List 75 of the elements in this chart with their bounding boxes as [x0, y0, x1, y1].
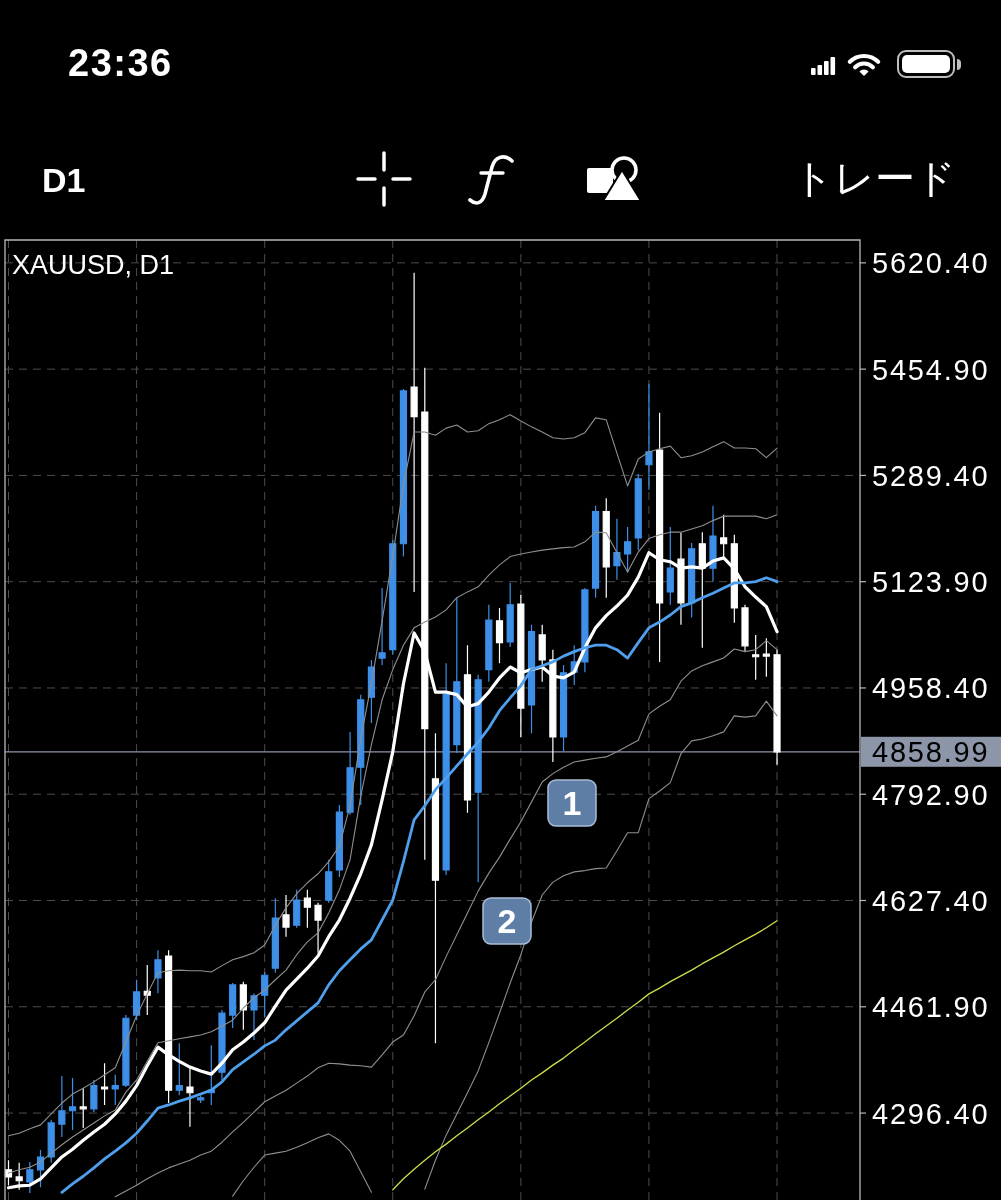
text: トレード	[793, 155, 956, 201]
candlestick	[602, 497, 610, 599]
candlestick	[527, 624, 536, 734]
candlestick	[378, 587, 386, 666]
candlestick	[538, 624, 546, 683]
candlestick	[442, 662, 450, 876]
line-series	[7, 414, 778, 1137]
candlestick	[36, 1149, 45, 1188]
candlestick	[549, 649, 557, 763]
candlestick	[463, 644, 472, 814]
candlestick	[26, 1161, 34, 1194]
y-tick-label: 5454.90	[872, 353, 990, 386]
candlestick	[68, 1077, 77, 1131]
candlestick	[485, 604, 493, 683]
line-series	[114, 640, 778, 1198]
candlestick	[165, 949, 173, 1104]
candlestick	[645, 383, 653, 491]
candlestick	[282, 894, 290, 938]
y-tick-label: 4296.40	[872, 1097, 990, 1130]
y-tick-label: 4461.90	[872, 991, 990, 1024]
candlestick	[79, 1087, 87, 1129]
candlestick	[325, 859, 333, 904]
candlestick	[752, 634, 760, 681]
candlestick	[399, 388, 408, 558]
text: D1	[42, 161, 86, 199]
candlestick	[122, 1014, 130, 1088]
candlestick	[591, 505, 600, 599]
candlestick	[132, 979, 141, 1021]
candlestick	[506, 582, 514, 648]
candlestick	[688, 542, 696, 619]
annotation: 1	[562, 784, 582, 822]
candlestick	[389, 539, 397, 656]
candlestick	[186, 1067, 194, 1128]
candlestick	[410, 272, 418, 593]
candlestick	[293, 889, 301, 929]
candlestick	[741, 604, 749, 653]
candlestick	[261, 971, 269, 1018]
y-tick-label: 4627.40	[872, 885, 990, 918]
candlestick	[229, 982, 237, 1029]
y-tick-label: 4792.90	[872, 778, 990, 811]
candlestick	[143, 964, 151, 1016]
y-tick-label: 5620.40	[872, 247, 990, 280]
candlestick	[303, 889, 311, 929]
candlestick	[709, 505, 717, 583]
y-tick-label: 5123.90	[872, 566, 990, 599]
chart-title: XAUUSD, D1	[12, 250, 175, 280]
y-tick-label: 4958.40	[872, 672, 990, 705]
candlestick	[559, 664, 568, 753]
candlestick	[100, 1062, 109, 1106]
candlestick	[58, 1075, 66, 1138]
candlestick	[175, 1042, 183, 1096]
candlestick	[197, 1094, 205, 1104]
candlestick	[47, 1119, 55, 1164]
annotation: 2	[497, 902, 517, 940]
candlestick	[431, 732, 440, 1044]
candlestick	[154, 949, 162, 994]
candlestick	[239, 981, 247, 1031]
candlestick	[90, 1079, 98, 1113]
candlestick	[474, 674, 482, 883]
candlestick	[666, 526, 674, 606]
candlestick	[613, 518, 621, 581]
candlestick	[111, 1074, 119, 1106]
candlestick	[773, 649, 781, 766]
candlestick	[271, 897, 279, 974]
candlestick	[314, 902, 322, 954]
y-tick-label: 5289.40	[872, 459, 990, 492]
candlestick	[335, 804, 343, 878]
candlestick	[250, 992, 258, 1041]
candlestick	[634, 473, 642, 551]
text: 23:36	[68, 42, 173, 84]
candlestick	[762, 637, 770, 678]
ref-line-label: 4858.99	[872, 736, 990, 769]
candlestick	[453, 597, 461, 754]
candlestick	[495, 607, 504, 664]
candlestick	[517, 594, 525, 738]
